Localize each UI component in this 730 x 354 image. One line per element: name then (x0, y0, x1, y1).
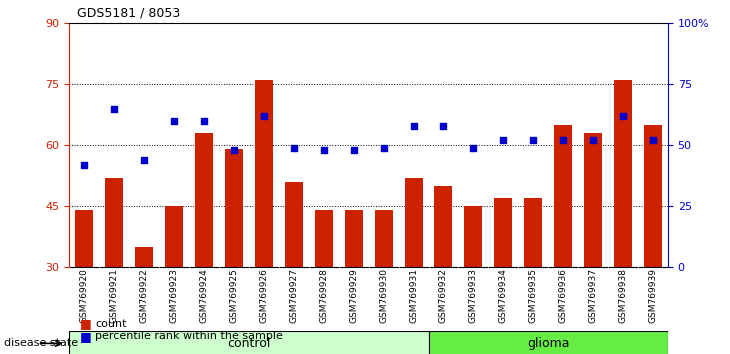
Bar (75, 210, 93, 267)
Point (318, 147, 330, 153)
Point (528, 137, 539, 143)
Text: GSM769939: GSM769939 (648, 268, 658, 324)
Bar (105, 178, 123, 267)
Text: GSM769920: GSM769920 (80, 268, 89, 323)
Text: glioma: glioma (527, 337, 569, 350)
Bar (345, 210, 363, 267)
Text: disease state: disease state (4, 338, 78, 348)
Text: GSM769934: GSM769934 (499, 268, 508, 323)
Point (258, 113, 270, 119)
Bar (165, 206, 183, 267)
Point (78, 162, 91, 167)
Text: GSM769923: GSM769923 (169, 268, 179, 323)
Text: percentile rank within the sample: percentile rank within the sample (95, 331, 283, 341)
Text: GSM769933: GSM769933 (469, 268, 478, 324)
Bar (494, 198, 512, 267)
Bar (614, 80, 632, 267)
Bar (195, 133, 213, 267)
Point (228, 147, 239, 153)
Text: GSM769921: GSM769921 (110, 268, 119, 323)
Bar (434, 186, 453, 267)
Bar (135, 247, 153, 267)
Point (378, 145, 390, 150)
Point (139, 157, 150, 162)
Text: GSM769924: GSM769924 (199, 268, 209, 323)
Point (108, 106, 120, 112)
Bar (429, 331, 668, 354)
Text: ■: ■ (80, 330, 92, 343)
Text: GSM769930: GSM769930 (379, 268, 388, 324)
Point (168, 118, 180, 124)
Bar (464, 206, 483, 267)
Text: GSM769938: GSM769938 (618, 268, 628, 324)
Text: GSM769925: GSM769925 (229, 268, 239, 323)
Point (468, 145, 480, 150)
Bar (584, 133, 602, 267)
Point (438, 123, 450, 129)
Point (288, 145, 300, 150)
Bar (69, 331, 429, 354)
Point (407, 123, 419, 129)
Text: GSM769927: GSM769927 (289, 268, 299, 323)
Text: GSM769929: GSM769929 (349, 268, 358, 323)
Bar (404, 178, 423, 267)
Bar (225, 149, 243, 267)
Bar (554, 125, 572, 267)
Text: GSM769937: GSM769937 (588, 268, 598, 324)
Bar (644, 125, 662, 267)
Point (618, 113, 629, 119)
Bar (255, 80, 273, 267)
Bar (315, 210, 333, 267)
Text: control: control (227, 337, 271, 350)
Text: GSM769932: GSM769932 (439, 268, 448, 323)
Text: GSM769922: GSM769922 (139, 268, 149, 323)
Text: GSM769926: GSM769926 (259, 268, 269, 323)
Point (648, 137, 659, 143)
Point (587, 137, 599, 143)
Bar (524, 198, 542, 267)
Text: GSM769936: GSM769936 (558, 268, 568, 324)
Bar (374, 210, 393, 267)
Text: GSM769931: GSM769931 (409, 268, 418, 324)
Text: count: count (95, 319, 126, 329)
Bar (285, 182, 303, 267)
Point (199, 118, 210, 124)
Text: ■: ■ (80, 318, 92, 330)
Text: GDS5181 / 8053: GDS5181 / 8053 (77, 6, 180, 19)
Text: GSM769935: GSM769935 (529, 268, 538, 324)
Point (498, 137, 510, 143)
Point (347, 147, 359, 153)
Text: GSM769928: GSM769928 (319, 268, 328, 323)
Point (558, 137, 569, 143)
